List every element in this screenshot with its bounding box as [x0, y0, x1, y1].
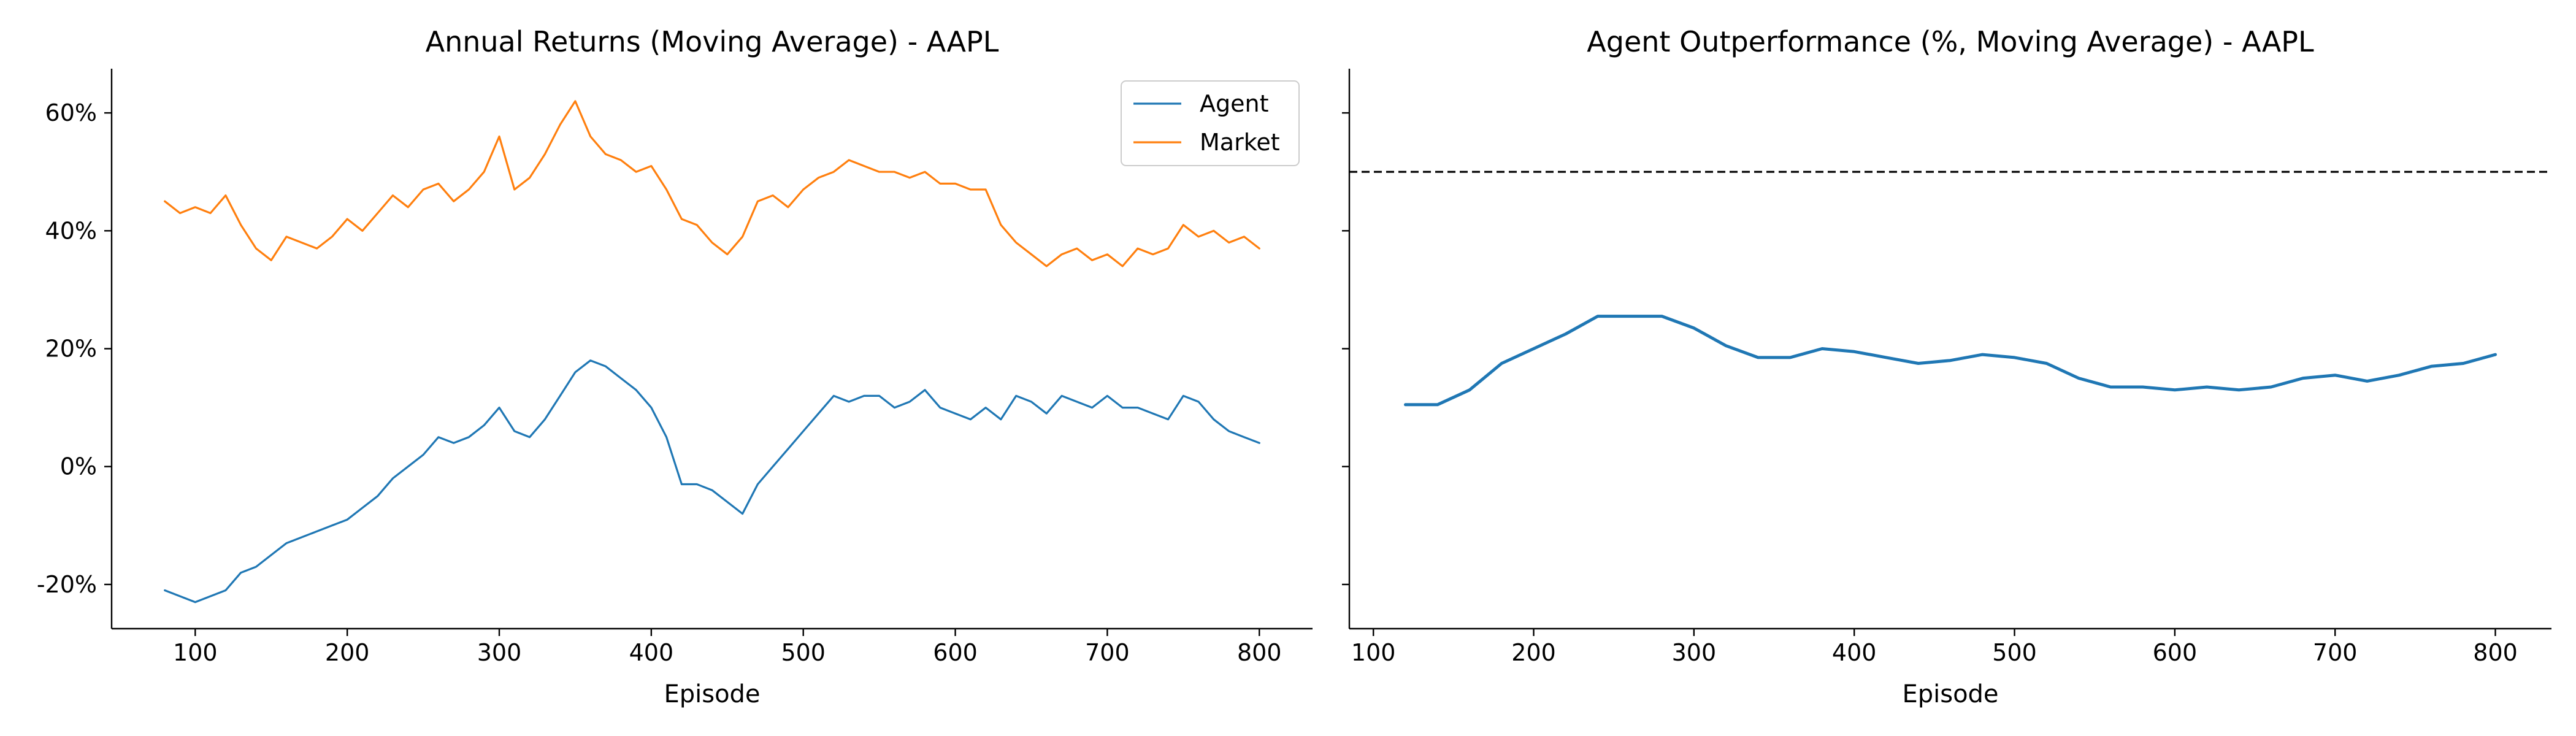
x-axis-label: Episode	[1902, 680, 1998, 708]
y-tick-label: 0%	[60, 453, 97, 480]
x-tick-label: 700	[2313, 639, 2358, 666]
x-tick-label: 400	[629, 639, 674, 666]
y-tick-label: 20%	[45, 335, 97, 362]
series-line-market	[164, 100, 1260, 267]
chart-title: Annual Returns (Moving Average) - AAPL	[426, 25, 999, 58]
x-tick-label: 500	[1992, 639, 2037, 666]
x-tick-label: 600	[933, 639, 978, 666]
y-tick-label: 40%	[45, 217, 97, 244]
chart-panel-2: Agent Outperformance (%, Moving Average)…	[1342, 25, 2551, 708]
x-tick-label: 500	[781, 639, 826, 666]
x-tick-label: 800	[2473, 639, 2518, 666]
legend-label-agent: Agent	[1200, 90, 1268, 117]
x-tick-label: 800	[1237, 639, 1282, 666]
x-tick-label: 400	[1832, 639, 1877, 666]
y-tick-label: -20%	[37, 571, 97, 598]
x-tick-label: 100	[173, 639, 218, 666]
x-axis-label: Episode	[664, 680, 760, 708]
x-tick-label: 700	[1085, 639, 1130, 666]
series-line-agent-outperformance	[1404, 315, 2497, 407]
x-tick-label: 300	[477, 639, 522, 666]
legend-label-market: Market	[1200, 129, 1280, 156]
chart-title: Agent Outperformance (%, Moving Average)…	[1587, 25, 2314, 58]
series-line-agent	[164, 359, 1260, 604]
x-tick-label: 200	[325, 639, 370, 666]
x-tick-label: 100	[1351, 639, 1396, 666]
legend-box	[1121, 80, 1300, 166]
x-tick-label: 300	[1672, 639, 1717, 666]
legend: Agent Market	[1121, 80, 1300, 166]
y-tick-label: 60%	[45, 99, 97, 126]
x-tick-label: 200	[1511, 639, 1556, 666]
x-tick-label: 600	[2153, 639, 2198, 666]
chart-panel-1: Annual Returns (Moving Average) - AAPL 10…	[37, 25, 1313, 708]
